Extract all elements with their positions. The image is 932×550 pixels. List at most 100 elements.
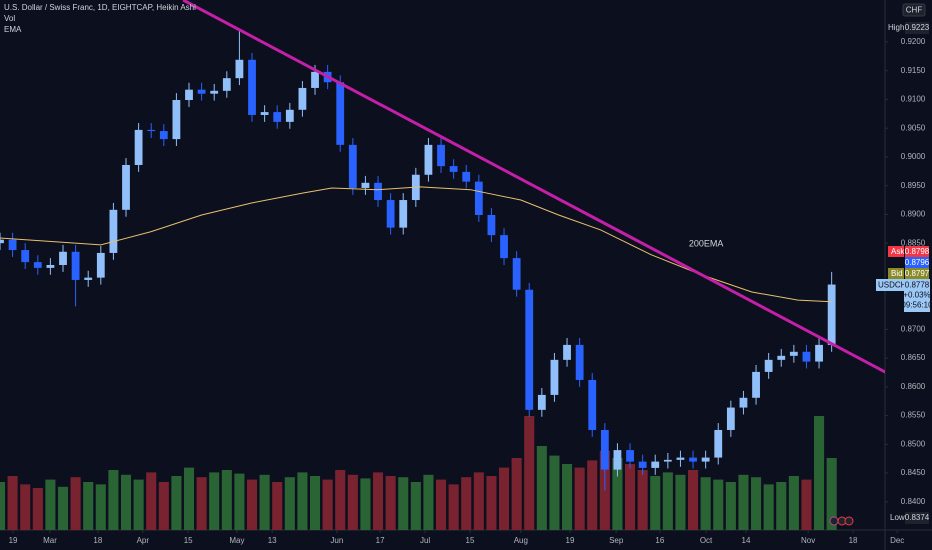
x-tick-label: 19 <box>566 536 575 545</box>
x-tick-label: 13 <box>268 536 277 545</box>
candle-body <box>588 379 597 430</box>
volume-bar <box>83 482 94 530</box>
candle-body <box>374 182 382 201</box>
bid-label: Bid <box>891 269 903 278</box>
volume-bar <box>650 476 661 530</box>
volume-bar <box>32 488 43 530</box>
candle-body <box>802 351 811 362</box>
candle-body <box>525 289 534 410</box>
y-tick-label: 0.8600 <box>901 382 926 391</box>
y-tick-label: 0.8500 <box>901 439 926 448</box>
x-tick-label: Aug <box>514 536 528 545</box>
ask-value: 0.8798 <box>905 247 930 256</box>
volume-bar <box>486 476 497 530</box>
low-label: Low <box>890 513 905 522</box>
volume-bar <box>171 476 182 530</box>
low-value: 0.8374 <box>905 513 930 522</box>
candle-body <box>462 171 471 182</box>
volume-bar <box>725 482 736 530</box>
line-layer: 200EMA <box>0 0 885 374</box>
candle-body <box>336 82 345 145</box>
x-tick-label: 15 <box>466 536 475 545</box>
y-tick-label: 0.9050 <box>901 123 926 132</box>
bid-value: 0.8797 <box>905 269 930 278</box>
x-tick-label: May <box>229 536 244 545</box>
volume-bar <box>435 479 447 530</box>
candle-body <box>487 214 496 236</box>
trend-line <box>182 0 885 374</box>
y-tick-label: 0.9150 <box>901 66 926 75</box>
ask-label: Ask <box>891 247 905 256</box>
low-box <box>905 512 929 524</box>
volume-bar <box>398 477 409 530</box>
volume-bar <box>788 476 799 530</box>
candle-body <box>134 129 143 165</box>
volume-bar <box>587 460 598 530</box>
x-tick-label: 16 <box>655 536 664 545</box>
x-tick-label: Mar <box>43 536 57 545</box>
high-box <box>905 22 929 34</box>
candle-layer <box>0 28 836 491</box>
volume-bar <box>45 479 56 530</box>
candle-body <box>575 344 584 380</box>
volume-bar <box>801 479 812 530</box>
candle-body <box>172 100 181 140</box>
volume-bar <box>120 474 132 530</box>
volume-bar <box>574 467 585 530</box>
candle-body <box>348 144 357 188</box>
volume-layer <box>0 416 837 530</box>
volume-bar <box>360 478 371 530</box>
volume-bar <box>335 470 346 530</box>
volume-bar <box>448 484 459 530</box>
volume-bar <box>297 472 308 530</box>
candle-body <box>537 394 546 410</box>
bid-label-box <box>888 268 904 279</box>
x-tick-label: Oct <box>700 536 713 545</box>
candle-body <box>613 450 622 470</box>
candle-body <box>764 359 773 372</box>
candle-body <box>210 90 219 94</box>
volume-bar <box>826 458 837 530</box>
ask-box <box>905 246 929 257</box>
candle-body <box>185 89 193 101</box>
x-tick-label: Nov <box>801 536 815 545</box>
mid-box <box>905 257 929 268</box>
annotation: 200EMA <box>689 239 724 249</box>
countdown: 09:56:10 <box>901 301 932 310</box>
volume-bar <box>7 476 18 530</box>
candle-body <box>424 144 433 175</box>
candle-body <box>701 457 710 462</box>
candle-body <box>563 344 571 360</box>
x-tick-label: 15 <box>184 536 193 545</box>
candle-body <box>260 112 269 115</box>
candle-body <box>222 78 231 91</box>
x-tick-label: 18 <box>849 536 858 545</box>
currency: CHF <box>906 6 923 15</box>
candle-body <box>600 429 609 470</box>
candle-body <box>361 182 370 188</box>
volume-bar <box>108 470 119 530</box>
volume-bar <box>309 476 321 530</box>
candle-body <box>663 459 672 462</box>
volume-bar <box>511 458 522 530</box>
candle-body <box>109 209 118 253</box>
volume-bar <box>70 477 81 530</box>
last-box <box>904 279 930 312</box>
volume-bar <box>385 476 396 530</box>
y-tick-label: 0.8400 <box>901 497 926 506</box>
candle-body <box>399 200 408 228</box>
bid-box <box>905 268 929 279</box>
candle-body <box>273 112 282 122</box>
y-tick-label: 0.8550 <box>901 411 926 420</box>
x-tick-label: 19 <box>9 536 18 545</box>
axis-layer: 0.9200 0.9150 0.9100 0.9050 0.9000 0.8950 0.89… <box>9 37 926 545</box>
indicator-label: Vol <box>4 14 15 23</box>
currency-box <box>902 3 926 17</box>
candle-body <box>626 450 634 462</box>
volume-bar <box>675 474 686 530</box>
event-icon <box>829 516 839 526</box>
volume-bar <box>209 472 220 530</box>
volume-bar <box>423 474 434 530</box>
